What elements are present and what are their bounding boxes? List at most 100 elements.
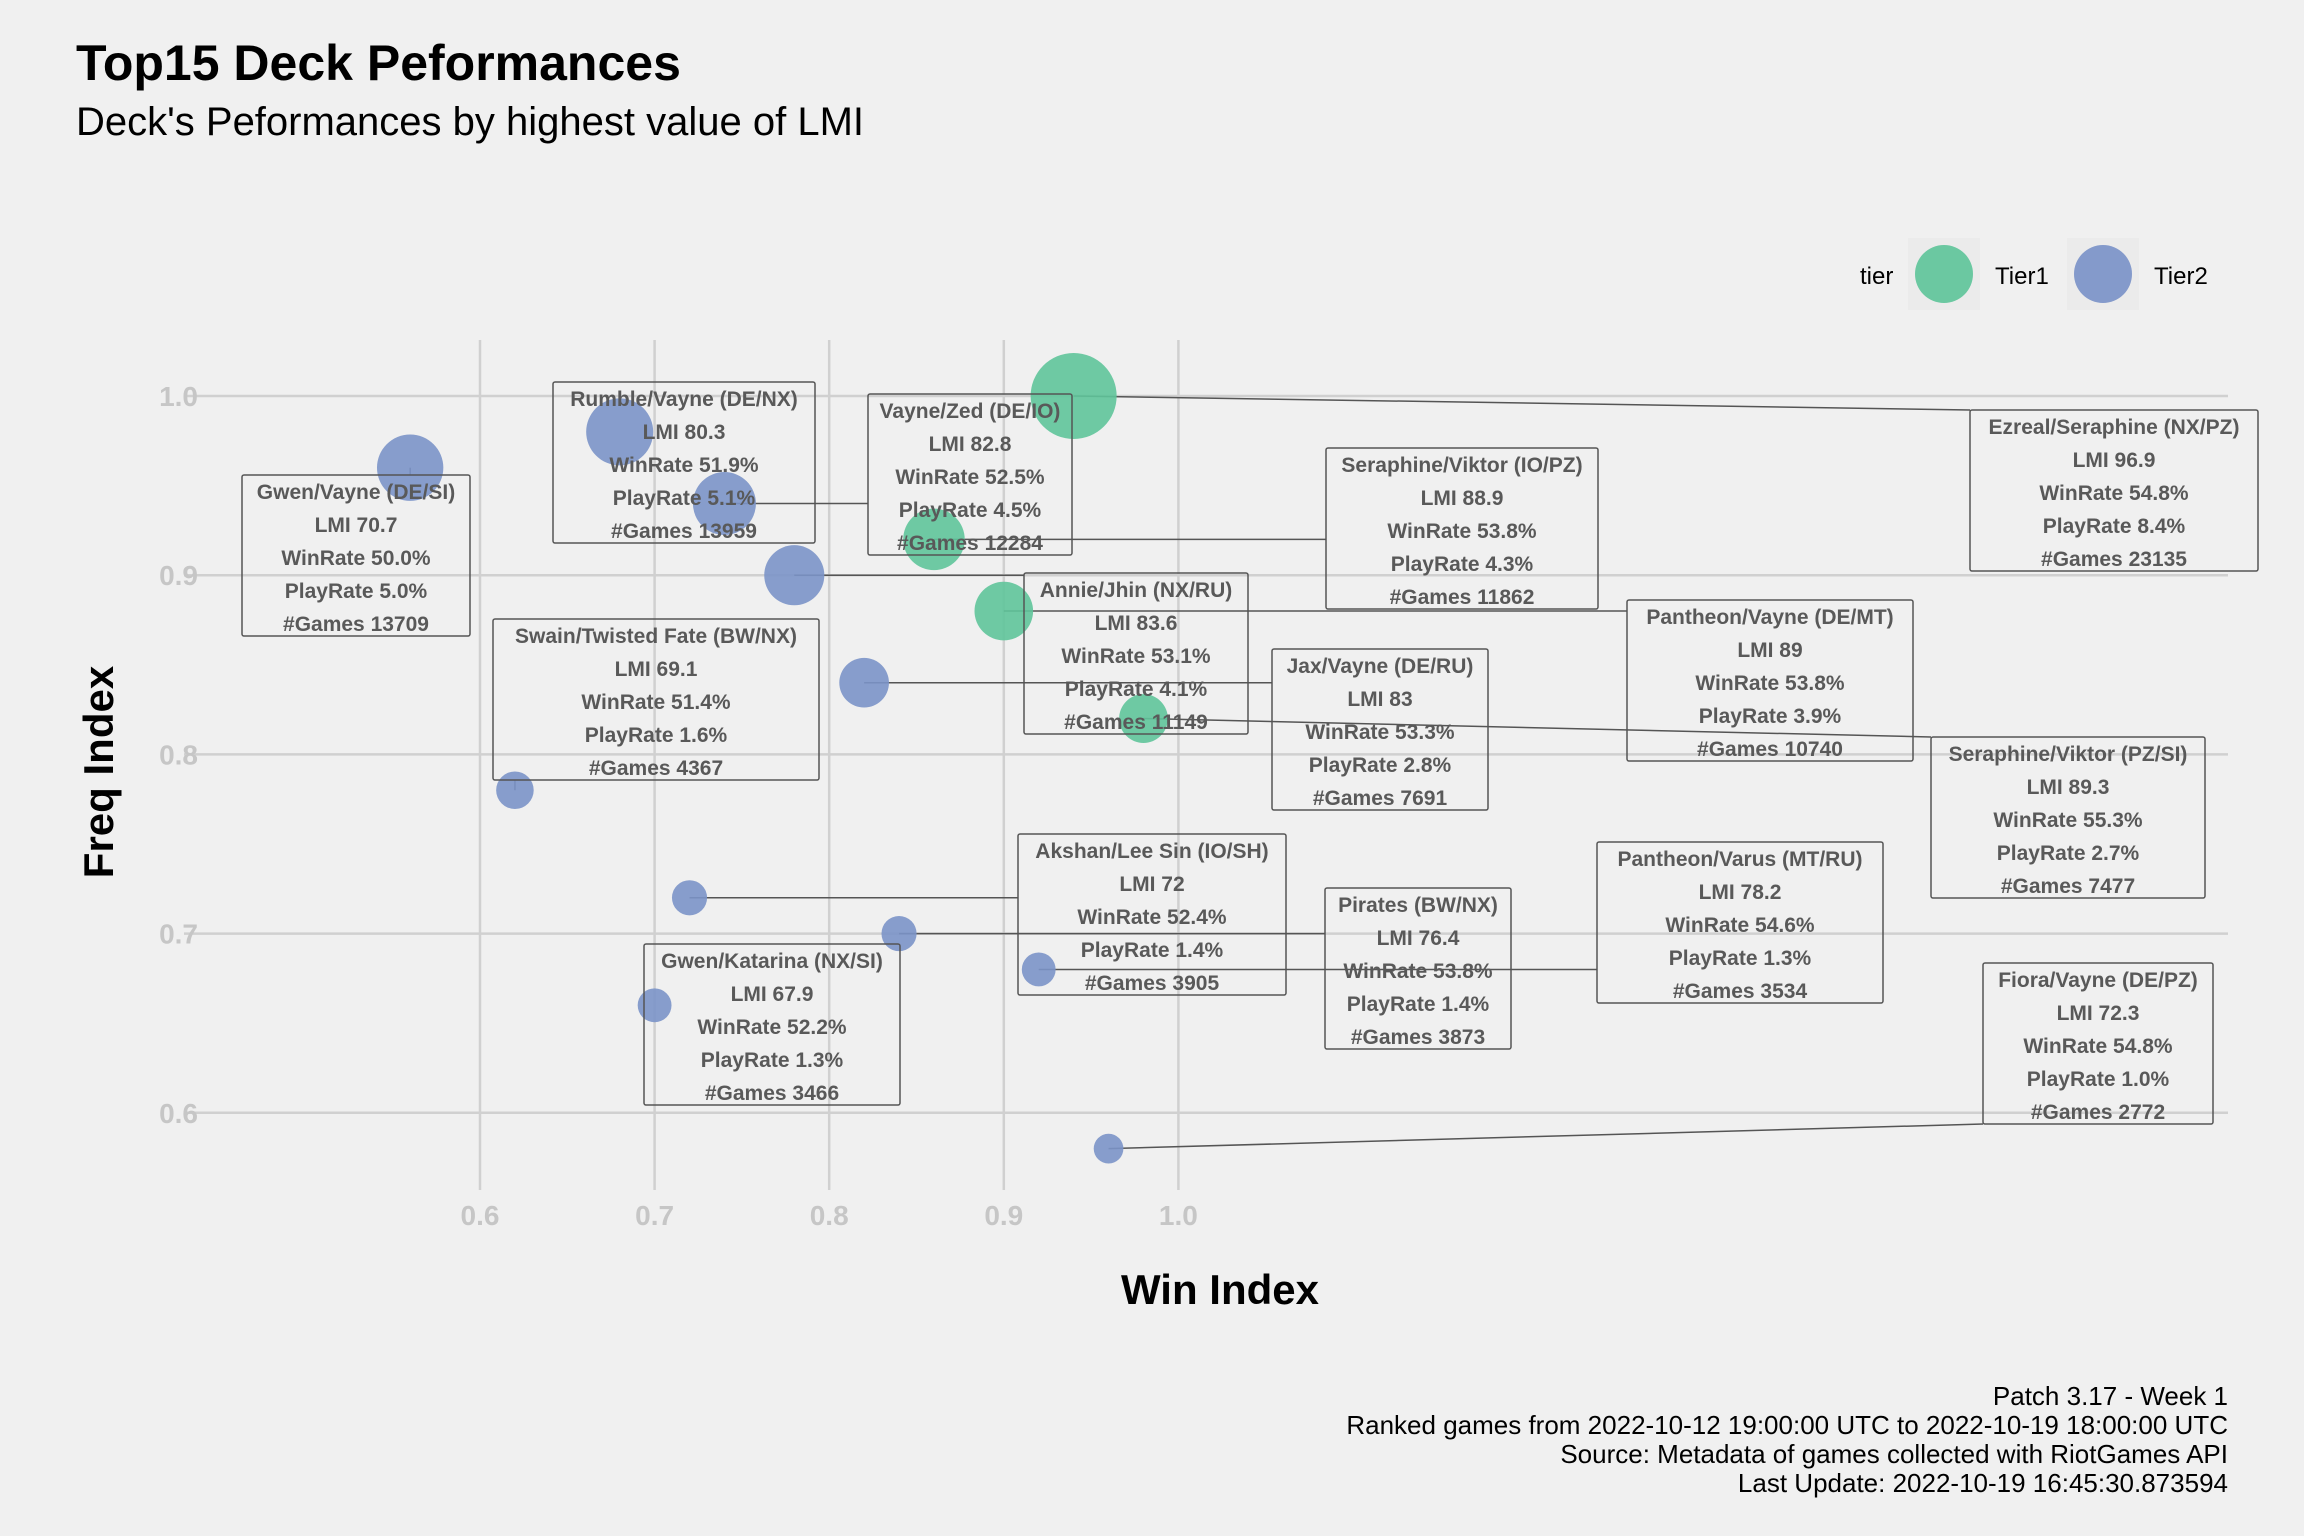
data-label-deck: Swain/Twisted Fate (BW/NX) xyxy=(515,625,797,648)
data-point-tier1 xyxy=(974,581,1034,641)
data-label-box xyxy=(1325,447,1599,610)
data-label-stat: #Games 3905 xyxy=(1085,972,1220,995)
data-label-stat: WinRate 51.4% xyxy=(581,691,731,714)
y-tick-label: 0.8 xyxy=(159,739,198,770)
x-axis-title: Win Index xyxy=(1121,1266,1320,1313)
data-label-stat: LMI 88.9 xyxy=(1421,487,1504,510)
label-connector xyxy=(1143,717,1932,738)
data-label-stat: PlayRate 5.1% xyxy=(613,487,756,510)
y-axis-title: Freq Index xyxy=(75,665,122,878)
data-label-stat: #Games 13959 xyxy=(611,520,757,543)
data-label-stat: PlayRate 1.3% xyxy=(1669,947,1812,970)
data-point-tier2 xyxy=(839,657,889,708)
data-label-stat: LMI 72.3 xyxy=(2057,1002,2140,1025)
data-label-deck: Seraphine/Viktor (IO/PZ) xyxy=(1341,454,1582,477)
caption-line-patch: Patch 3.17 - Week 1 xyxy=(1992,1381,2228,1411)
data-label-deck: Vayne/Zed (DE/IO) xyxy=(880,400,1061,423)
data-label-stat: PlayRate 1.4% xyxy=(1347,993,1490,1016)
x-tick-label: 1.0 xyxy=(1159,1200,1198,1231)
data-label-stat: LMI 89 xyxy=(1737,639,1802,662)
x-tick-label: 0.9 xyxy=(984,1200,1023,1231)
data-label-deck: Pantheon/Varus (MT/RU) xyxy=(1617,848,1862,871)
data-label-deck: Jax/Vayne (DE/RU) xyxy=(1287,655,1474,678)
data-label-box xyxy=(1324,887,1512,1050)
data-label-stat: #Games 3466 xyxy=(705,1082,839,1105)
data-label-deck: Rumble/Vayne (DE/NX) xyxy=(570,388,798,411)
data-label-box xyxy=(1930,736,2206,899)
legend-key-tier1 xyxy=(1915,245,1973,303)
data-point-tier1 xyxy=(1119,694,1168,743)
data-label-stat: PlayRate 4.3% xyxy=(1391,553,1534,576)
data-label-stat: WinRate 53.8% xyxy=(1695,672,1845,695)
data-label-box xyxy=(492,618,820,781)
data-label-stat: WinRate 51.9% xyxy=(609,454,759,477)
data-label-stat: PlayRate 3.9% xyxy=(1699,705,1842,728)
data-label-deck: Seraphine/Viktor (PZ/SI) xyxy=(1949,743,2188,766)
data-label-box xyxy=(643,943,901,1106)
legend-label: Tier2 xyxy=(2154,263,2208,290)
legend-label: Tier1 xyxy=(1995,263,2049,290)
data-label-box xyxy=(1596,841,1884,1004)
data-label-box xyxy=(1023,572,1249,735)
data-label-stat: PlayRate 4.5% xyxy=(899,499,1042,522)
data-label-stat: LMI 89.3 xyxy=(2027,776,2110,799)
caption-line-source: Source: Metadata of games collected with… xyxy=(1560,1439,2228,1469)
x-tick-label: 0.8 xyxy=(810,1200,849,1231)
data-label-box xyxy=(552,381,816,544)
data-label-stat: LMI 80.3 xyxy=(643,421,726,444)
data-label-deck: Annie/Jhin (NX/RU) xyxy=(1040,579,1233,602)
data-label-box xyxy=(1626,599,1914,762)
chart-subtitle: Deck's Peformances by highest value of L… xyxy=(76,100,865,144)
chart-title: Top15 Deck Peformances xyxy=(76,35,681,91)
data-label-stat: WinRate 54.6% xyxy=(1665,914,1815,937)
data-label-deck: Gwen/Katarina (NX/SI) xyxy=(661,950,883,973)
data-label-stat: #Games 11862 xyxy=(1390,586,1535,609)
data-point-tier2 xyxy=(692,472,756,535)
data-label-stat: WinRate 53.8% xyxy=(1343,960,1493,983)
data-label-stat: #Games 23135 xyxy=(2041,548,2187,571)
data-label-stat: WinRate 54.8% xyxy=(2023,1035,2173,1058)
data-label-stat: PlayRate 1.4% xyxy=(1081,939,1224,962)
data-label-stat: #Games 3534 xyxy=(1673,980,1808,1003)
y-tick-label: 0.7 xyxy=(159,919,198,950)
data-label-stat: PlayRate 1.3% xyxy=(701,1049,844,1072)
x-tick-label: 0.7 xyxy=(635,1200,674,1231)
y-tick-label: 0.6 xyxy=(159,1098,198,1129)
data-label-stat: LMI 96.9 xyxy=(2073,449,2156,472)
data-label-stat: LMI 82.8 xyxy=(929,433,1012,456)
data-label-stat: PlayRate 5.0% xyxy=(285,580,428,603)
data-point-tier2 xyxy=(376,434,444,501)
data-label-deck: Pantheon/Vayne (DE/MT) xyxy=(1646,606,1893,629)
data-label-box xyxy=(1017,833,1287,996)
label-connector xyxy=(1073,395,1971,411)
data-label-stat: #Games 7477 xyxy=(2001,875,2135,898)
y-tick-label: 0.9 xyxy=(159,560,198,591)
data-label-stat: LMI 83 xyxy=(1347,688,1412,711)
data-label-stat: LMI 76.4 xyxy=(1377,927,1460,950)
data-label-stat: PlayRate 2.8% xyxy=(1309,754,1452,777)
y-tick-label: 1.0 xyxy=(159,381,198,412)
data-label-stat: WinRate 55.3% xyxy=(1993,809,2143,832)
data-label-stat: LMI 67.9 xyxy=(731,983,814,1006)
data-label-box xyxy=(867,393,1073,556)
data-label-stat: LMI 72 xyxy=(1119,873,1184,896)
data-label-stat: WinRate 52.2% xyxy=(697,1016,847,1039)
data-label-stat: PlayRate 1.0% xyxy=(2027,1068,2170,1091)
data-point-tier1 xyxy=(1030,353,1117,439)
data-label-stat: WinRate 53.3% xyxy=(1305,721,1455,744)
data-label-stat: PlayRate 4.1% xyxy=(1065,678,1208,701)
legend-key-tier2 xyxy=(2074,245,2132,303)
data-point-tier2 xyxy=(586,398,654,466)
data-point-tier2 xyxy=(1093,1133,1124,1164)
data-label-stat: #Games 4367 xyxy=(589,757,723,780)
chart-caption: Patch 3.17 - Week 1 Ranked games from 20… xyxy=(1346,1382,2228,1498)
data-label-stat: LMI 70.7 xyxy=(315,514,398,537)
data-label-box xyxy=(1982,962,2214,1125)
data-label-stat: PlayRate 1.6% xyxy=(585,724,728,747)
data-label-deck: Ezreal/Seraphine (NX/PZ) xyxy=(1989,416,2240,439)
data-label-stat: #Games 13709 xyxy=(283,613,429,636)
data-label-stat: LMI 78.2 xyxy=(1699,881,1782,904)
data-label-deck: Gwen/Vayne (DE/SI) xyxy=(257,481,455,504)
data-label-stat: LMI 83.6 xyxy=(1095,612,1178,635)
